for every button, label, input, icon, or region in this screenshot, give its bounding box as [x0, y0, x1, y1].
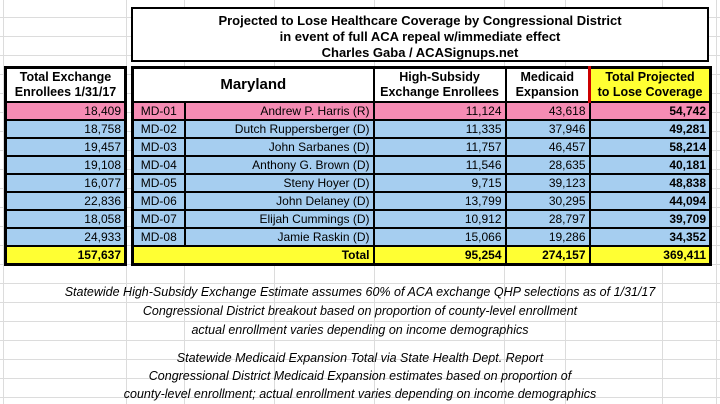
header-line: Expansion	[515, 85, 579, 99]
title-box: Projected to Lose Healthcare Coverage by…	[131, 7, 709, 62]
exchange-enrollees-cell: 13,799	[372, 191, 507, 211]
district-cell: MD-05	[131, 173, 186, 193]
representative-cell: Elijah Cummings (D)	[183, 209, 375, 229]
total-enrollees-cell: 19,108	[4, 155, 127, 175]
state-header: Maryland	[131, 66, 375, 103]
header-line: Exchange Enrollees	[380, 85, 499, 99]
exchange-footnote: Statewide High-Subsidy Exchange Estimate…	[0, 283, 720, 340]
header-line: to Lose Coverage	[597, 85, 703, 99]
footnote-line: Congressional District Medicaid Expansio…	[148, 369, 572, 383]
district-cell: MD-04	[131, 155, 186, 175]
district-cell: MD-01	[131, 101, 186, 121]
footnote-line: Congressional District breakout based on…	[142, 304, 578, 318]
gridline-vertical	[716, 0, 717, 404]
exchange-enrollees-total: 95,254	[372, 245, 507, 266]
exchange-enrollees-cell: 15,066	[372, 227, 507, 247]
high-subsidy-header: High-Subsidy Exchange Enrollees	[372, 66, 507, 103]
district-cell: MD-07	[131, 209, 186, 229]
total-coverage-cell: 58,214	[588, 137, 712, 157]
footnote-line: Statewide High-Subsidy Exchange Estimate…	[64, 285, 656, 299]
total-enrollees-cell: 19,457	[4, 137, 127, 157]
medicaid-footnote: Statewide Medicaid Expansion Total via S…	[0, 349, 720, 403]
header-line: Total Exchange	[19, 70, 112, 84]
exchange-enrollees-cell: 9,715	[372, 173, 507, 193]
district-cell: MD-02	[131, 119, 186, 139]
total-exchange-enrollees-header: Total Exchange Enrollees 1/31/17	[4, 66, 127, 103]
medicaid-expansion-cell: 19,286	[504, 227, 591, 247]
total-exchange-enrollees-table: Total Exchange Enrollees 1/31/17 18,409 …	[4, 66, 127, 266]
gridline-vertical	[3, 0, 4, 404]
table-row: MD-02 Dutch Ruppersberger (D) 11,335 37,…	[131, 119, 712, 139]
medicaid-expansion-cell: 43,618	[504, 101, 591, 121]
representative-cell: John Sarbanes (D)	[183, 137, 375, 157]
total-coverage-cell: 39,709	[588, 209, 712, 229]
header-line: Medicaid	[520, 70, 575, 84]
district-cell: MD-03	[131, 137, 186, 157]
table-row: MD-08 Jamie Raskin (D) 15,066 19,286 34,…	[131, 227, 712, 247]
representative-cell: Dutch Ruppersberger (D)	[183, 119, 375, 139]
total-row: Total 95,254 274,157 369,411	[131, 245, 712, 266]
total-coverage-cell: 40,181	[588, 155, 712, 175]
total-coverage-cell: 49,281	[588, 119, 712, 139]
total-enrollees-grand-total: 157,637	[4, 245, 127, 266]
district-cell: MD-06	[131, 191, 186, 211]
header-line: Enrollees 1/31/17	[14, 85, 117, 99]
total-enrollees-cell: 16,077	[4, 173, 127, 193]
total-coverage-cell: 54,742	[588, 101, 712, 121]
medicaid-expansion-cell: 28,635	[504, 155, 591, 175]
total-coverage-cell: 44,094	[588, 191, 712, 211]
medicaid-expansion-cell: 30,295	[504, 191, 591, 211]
medicaid-expansion-total: 274,157	[504, 245, 591, 266]
total-row-label: Total	[131, 245, 375, 266]
medicaid-expansion-cell: 46,457	[504, 137, 591, 157]
medicaid-expansion-cell: 39,123	[504, 173, 591, 193]
exchange-enrollees-cell: 11,546	[372, 155, 507, 175]
total-enrollees-cell: 18,058	[4, 209, 127, 229]
representative-cell: Andrew P. Harris (R)	[183, 101, 375, 121]
table-row: MD-04 Anthony G. Brown (D) 11,546 28,635…	[131, 155, 712, 175]
district-coverage-table: Maryland High-Subsidy Exchange Enrollees…	[131, 66, 713, 266]
exchange-enrollees-cell: 11,335	[372, 119, 507, 139]
medicaid-expansion-header: Medicaid Expansion	[504, 66, 591, 103]
table-row: MD-07 Elijah Cummings (D) 10,912 28,797 …	[131, 209, 712, 229]
total-enrollees-cell: 22,836	[4, 191, 127, 211]
table-row: MD-01 Andrew P. Harris (R) 11,124 43,618…	[131, 101, 712, 121]
total-projected-header: Total Projected to Lose Coverage	[588, 66, 712, 103]
table-row: MD-06 John Delaney (D) 13,799 30,295 44,…	[131, 191, 712, 211]
total-enrollees-cell: 18,758	[4, 119, 127, 139]
representative-cell: John Delaney (D)	[183, 191, 375, 211]
total-enrollees-cell: 18,409	[4, 101, 127, 121]
exchange-enrollees-cell: 11,124	[372, 101, 507, 121]
representative-cell: Steny Hoyer (D)	[183, 173, 375, 193]
representative-cell: Anthony G. Brown (D)	[183, 155, 375, 175]
medicaid-expansion-cell: 37,946	[504, 119, 591, 139]
title-line-1: Projected to Lose Healthcare Coverage by…	[218, 13, 622, 28]
total-coverage-cell: 34,352	[588, 227, 712, 247]
title-line-2: in event of full ACA repeal w/immediate …	[279, 29, 561, 44]
district-cell: MD-08	[131, 227, 186, 247]
footnote-line: Statewide Medicaid Expansion Total via S…	[176, 351, 544, 365]
medicaid-expansion-cell: 28,797	[504, 209, 591, 229]
header-line: High-Subsidy	[399, 70, 480, 84]
total-enrollees-cell: 24,933	[4, 227, 127, 247]
table-row: MD-03 John Sarbanes (D) 11,757 46,457 58…	[131, 137, 712, 157]
exchange-enrollees-cell: 10,912	[372, 209, 507, 229]
representative-cell: Jamie Raskin (D)	[183, 227, 375, 247]
header-line: Total Projected	[605, 70, 695, 84]
footnote-line: actual enrollment varies depending on in…	[191, 323, 529, 337]
table-row: MD-05 Steny Hoyer (D) 9,715 39,123 48,83…	[131, 173, 712, 193]
attribution-line: Charles Gaba / ACASignups.net	[321, 45, 519, 60]
total-coverage-cell: 48,838	[588, 173, 712, 193]
footnote-line: county-level enrollment; actual enrollme…	[123, 387, 597, 401]
total-coverage-grand-total: 369,411	[588, 245, 712, 266]
exchange-enrollees-cell: 11,757	[372, 137, 507, 157]
